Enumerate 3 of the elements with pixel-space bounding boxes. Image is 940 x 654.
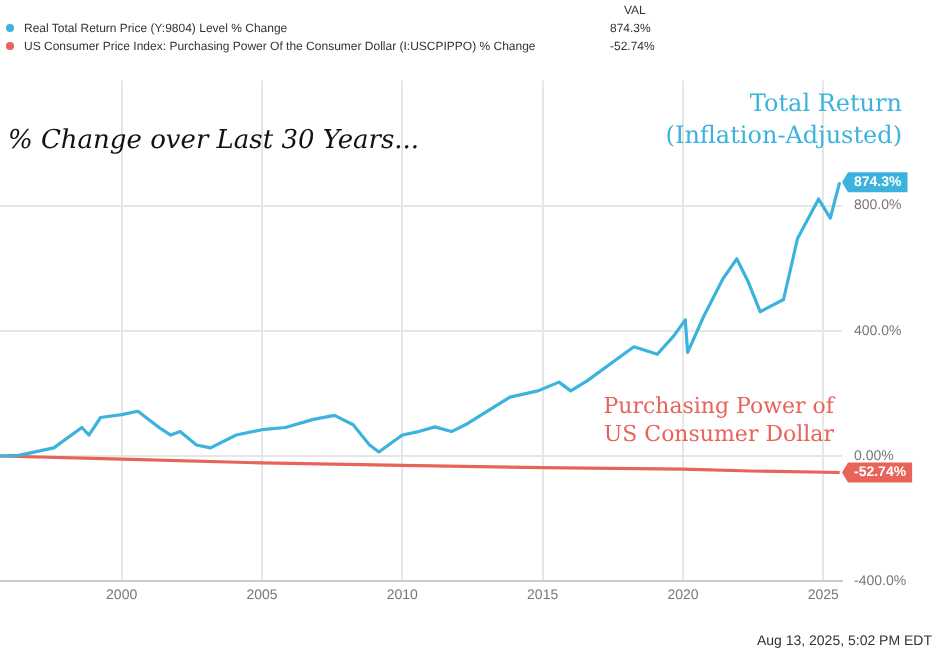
annotation: Purchasing Power of US Consumer Dollar <box>603 392 836 447</box>
annotation: Total Return (Inflation-Adjusted) <box>665 88 903 149</box>
text: % Change over Last 30 Years... <box>8 126 420 157</box>
